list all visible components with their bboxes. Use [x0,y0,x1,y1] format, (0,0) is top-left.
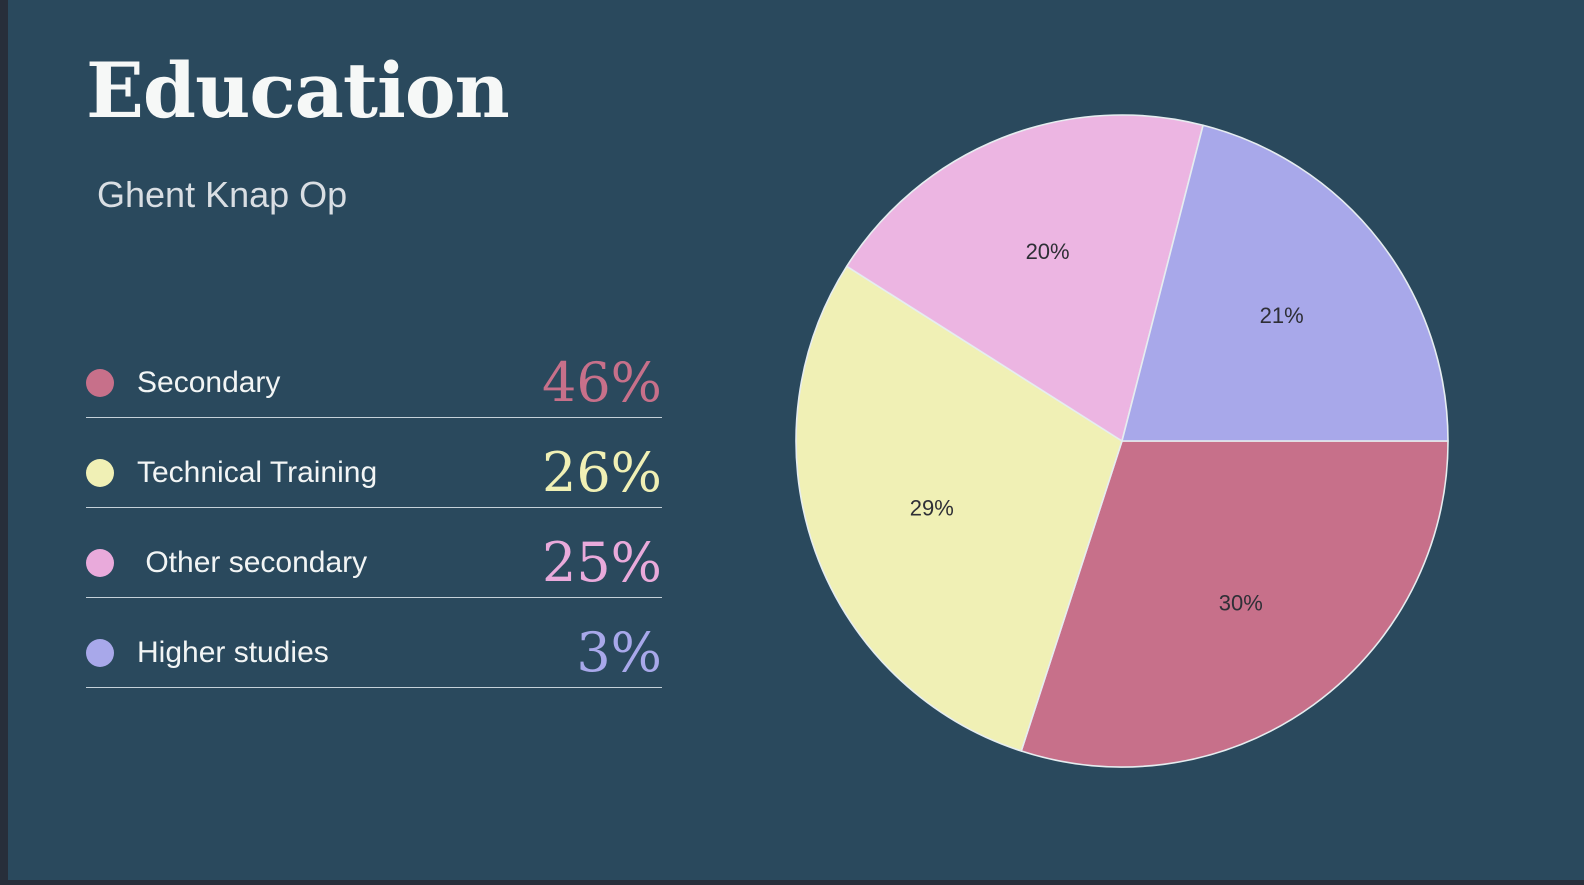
legend-value: 3% [576,620,662,684]
legend-label: Technical Training [137,455,378,489]
legend: Secondary 46% Technical Training 26% Oth… [86,348,662,708]
legend-value: 26% [541,440,662,504]
canvas-gutter-bottom [0,880,1584,885]
slide-subtitle: Ghent Knap Op [97,174,348,215]
pie-slice-secondary[interactable] [1020,440,1449,768]
legend-label: Other secondary [137,545,368,579]
legend-dot-secondary [86,368,114,397]
pie-slice-other-secondary[interactable] [845,114,1204,442]
legend-label: Secondary [137,365,281,399]
legend-dot-higher-studies [86,638,114,667]
pie-slice-technical-training[interactable] [795,265,1123,752]
pie-slice-label: 21% [1260,303,1304,328]
canvas-gutter-left [0,0,8,885]
legend-label: Higher studies [137,635,329,669]
legend-dot-other-secondary [86,548,114,577]
legend-row-higher-studies[interactable]: Higher studies 3% [86,618,662,708]
pie-chart-svg: 30% 29% 20% 21% [795,114,1449,768]
pie-slice-higher-studies[interactable] [1121,124,1449,442]
legend-value: 46% [541,350,662,414]
legend-value: 25% [541,530,662,594]
legend-row-other-secondary[interactable]: Other secondary 25% [86,528,662,618]
legend-dot-technical-training [86,458,114,487]
legend-row-secondary[interactable]: Secondary 46% [86,348,662,438]
legend-row-technical-training[interactable]: Technical Training 26% [86,438,662,528]
pie-slice-label: 30% [1219,590,1263,615]
pie-slice-label: 20% [1026,239,1070,264]
pie-chart[interactable]: 30% 29% 20% 21% [794,113,1450,769]
slide-title: Education [86,46,510,135]
pie-slice-label: 29% [910,495,954,520]
